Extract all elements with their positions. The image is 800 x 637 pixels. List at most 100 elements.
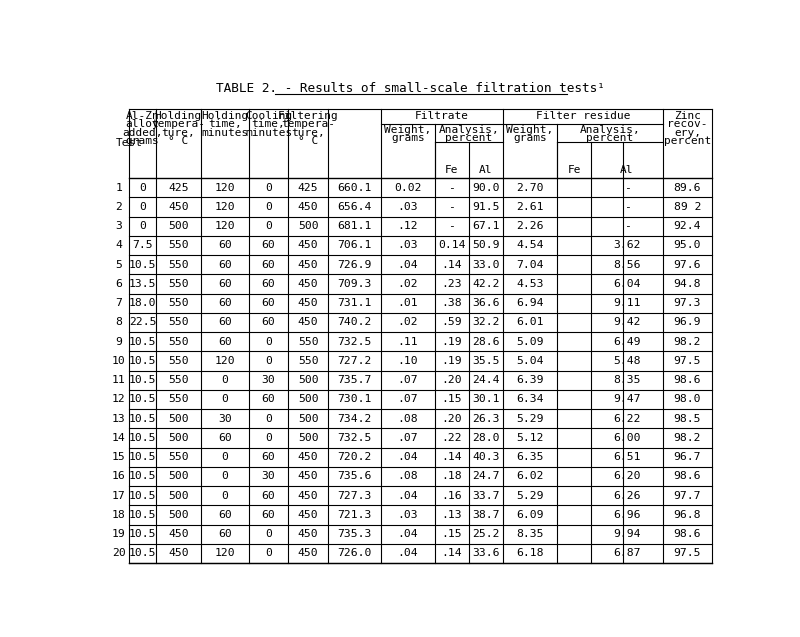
- Text: 450: 450: [298, 452, 318, 462]
- Text: 60: 60: [218, 260, 232, 269]
- Text: 6.04: 6.04: [614, 279, 641, 289]
- Text: 721.3: 721.3: [338, 510, 372, 520]
- Text: 89 2: 89 2: [674, 202, 701, 212]
- Text: .04: .04: [398, 490, 418, 501]
- Text: 6.34: 6.34: [516, 394, 544, 404]
- Text: 98.6: 98.6: [674, 471, 701, 482]
- Text: 0: 0: [222, 471, 228, 482]
- Text: 5.12: 5.12: [516, 433, 544, 443]
- Text: 38.7: 38.7: [472, 510, 500, 520]
- Text: 10.5: 10.5: [129, 452, 156, 462]
- Text: 22.5: 22.5: [129, 317, 156, 327]
- Text: 97.6: 97.6: [674, 260, 701, 269]
- Text: 28.0: 28.0: [472, 433, 500, 443]
- Text: 450: 450: [298, 548, 318, 559]
- Text: 26.3: 26.3: [472, 413, 500, 424]
- Text: Filtrate: Filtrate: [415, 111, 469, 122]
- Text: 40.3: 40.3: [472, 452, 500, 462]
- Text: 98.0: 98.0: [674, 394, 701, 404]
- Text: 28.6: 28.6: [472, 337, 500, 347]
- Text: 500: 500: [168, 413, 189, 424]
- Text: 10.5: 10.5: [129, 548, 156, 559]
- Text: 60: 60: [218, 240, 232, 250]
- Text: 3: 3: [115, 221, 122, 231]
- Text: 10.5: 10.5: [129, 337, 156, 347]
- Text: 96.9: 96.9: [674, 317, 701, 327]
- Text: 9.94: 9.94: [614, 529, 641, 539]
- Text: 60: 60: [262, 260, 275, 269]
- Text: 2.70: 2.70: [516, 183, 544, 193]
- Text: 450: 450: [298, 298, 318, 308]
- Text: Holding: Holding: [201, 111, 248, 120]
- Text: 450: 450: [298, 510, 318, 520]
- Text: 9.47: 9.47: [614, 394, 641, 404]
- Text: 35.5: 35.5: [472, 356, 500, 366]
- Text: .03: .03: [398, 510, 418, 520]
- Text: 0: 0: [265, 221, 272, 231]
- Text: 450: 450: [168, 202, 189, 212]
- Text: 2: 2: [115, 202, 122, 212]
- Text: 90.0: 90.0: [472, 183, 500, 193]
- Text: 425: 425: [168, 183, 189, 193]
- Text: 120: 120: [214, 548, 235, 559]
- Text: .16: .16: [442, 490, 462, 501]
- Text: .15: .15: [442, 394, 462, 404]
- Text: 6: 6: [115, 279, 122, 289]
- Text: 735.7: 735.7: [338, 375, 372, 385]
- Text: 6.49: 6.49: [614, 337, 641, 347]
- Text: 500: 500: [168, 510, 189, 520]
- Text: 681.1: 681.1: [338, 221, 372, 231]
- Text: 94.8: 94.8: [674, 279, 701, 289]
- Text: Filtering: Filtering: [278, 111, 338, 120]
- Text: 709.3: 709.3: [338, 279, 372, 289]
- Text: Holding: Holding: [154, 111, 202, 120]
- Text: 4: 4: [115, 240, 122, 250]
- Text: 5.09: 5.09: [516, 337, 544, 347]
- Text: 60: 60: [218, 279, 232, 289]
- Text: 6.20: 6.20: [614, 471, 641, 482]
- Text: 0: 0: [139, 202, 146, 212]
- Text: .22: .22: [442, 433, 462, 443]
- Text: 15: 15: [112, 452, 126, 462]
- Text: 60: 60: [262, 510, 275, 520]
- Text: .04: .04: [398, 452, 418, 462]
- Text: tempera-: tempera-: [151, 119, 206, 129]
- Text: 60: 60: [262, 394, 275, 404]
- Text: Fe: Fe: [567, 166, 581, 175]
- Text: 97.7: 97.7: [674, 490, 701, 501]
- Text: 42.2: 42.2: [472, 279, 500, 289]
- Text: 98.5: 98.5: [674, 413, 701, 424]
- Text: 2.61: 2.61: [516, 202, 544, 212]
- Text: 10.5: 10.5: [129, 394, 156, 404]
- Text: Test: Test: [115, 138, 142, 148]
- Text: 450: 450: [298, 260, 318, 269]
- Text: 10.5: 10.5: [129, 375, 156, 385]
- Text: 0: 0: [265, 413, 272, 424]
- Text: grams: grams: [514, 133, 547, 143]
- Text: 120: 120: [214, 356, 235, 366]
- Text: -: -: [623, 183, 630, 193]
- Text: 96.7: 96.7: [674, 452, 701, 462]
- Text: 706.1: 706.1: [338, 240, 372, 250]
- Text: Weight,: Weight,: [506, 125, 554, 135]
- Text: 0: 0: [139, 221, 146, 231]
- Text: Al-Zn: Al-Zn: [126, 111, 159, 120]
- Text: 25.2: 25.2: [472, 529, 500, 539]
- Text: 0: 0: [222, 490, 228, 501]
- Text: 9.42: 9.42: [614, 317, 641, 327]
- Text: 8.35: 8.35: [516, 529, 544, 539]
- Text: .14: .14: [442, 452, 462, 462]
- Text: 97.5: 97.5: [674, 548, 701, 559]
- Text: -: -: [449, 183, 455, 193]
- Text: 550: 550: [298, 337, 318, 347]
- Text: 735.6: 735.6: [338, 471, 372, 482]
- Text: 33.6: 33.6: [472, 548, 500, 559]
- Text: ° C: ° C: [168, 136, 189, 146]
- Text: 720.2: 720.2: [338, 452, 372, 462]
- Text: 1: 1: [115, 183, 122, 193]
- Text: 731.1: 731.1: [338, 298, 372, 308]
- Text: 60: 60: [262, 279, 275, 289]
- Text: time,: time,: [208, 119, 242, 129]
- Text: 120: 120: [214, 183, 235, 193]
- Text: .18: .18: [442, 471, 462, 482]
